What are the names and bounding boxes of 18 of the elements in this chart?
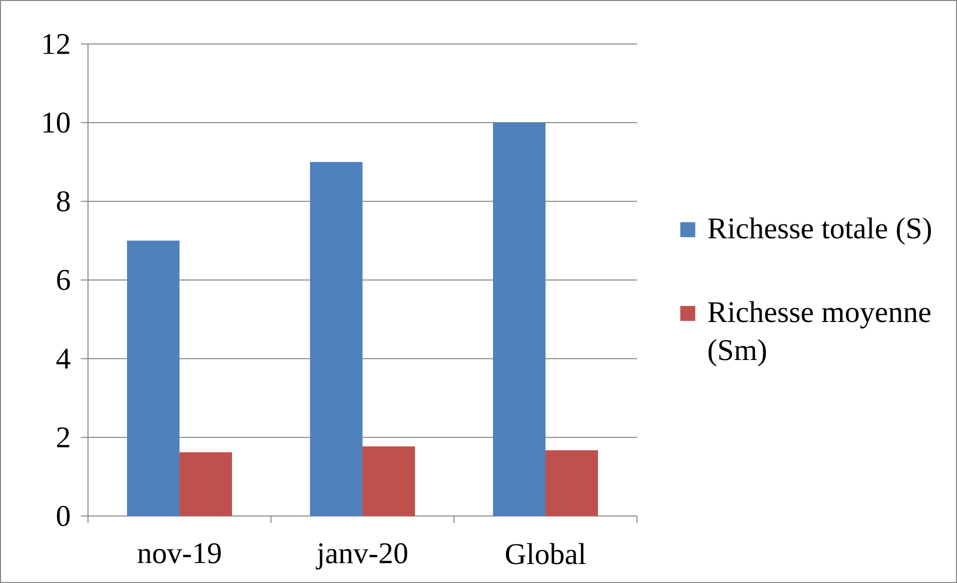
y-tick-label: 6 xyxy=(57,270,70,290)
x-tick-label: nov-19 xyxy=(138,543,221,564)
y-tick-label: 10 xyxy=(43,112,70,133)
bar xyxy=(127,240,180,516)
y-tick-label: 2 xyxy=(57,427,70,448)
y-tick-label: 4 xyxy=(56,348,70,369)
x-tick-label: Global xyxy=(506,543,586,564)
y-tick-label: 8 xyxy=(56,191,70,212)
bar xyxy=(180,452,232,516)
bar xyxy=(493,122,546,516)
legend-label: Richesse moyenne (Sm) xyxy=(708,301,930,366)
bar xyxy=(310,162,363,516)
bar xyxy=(546,450,598,516)
y-tick-label: 0 xyxy=(56,506,70,526)
bar xyxy=(362,446,416,516)
legend-label: Richesse totale (S) xyxy=(708,217,931,245)
x-tick-label: janv-20 xyxy=(316,543,408,570)
y-tick-label: 12 xyxy=(43,34,70,54)
